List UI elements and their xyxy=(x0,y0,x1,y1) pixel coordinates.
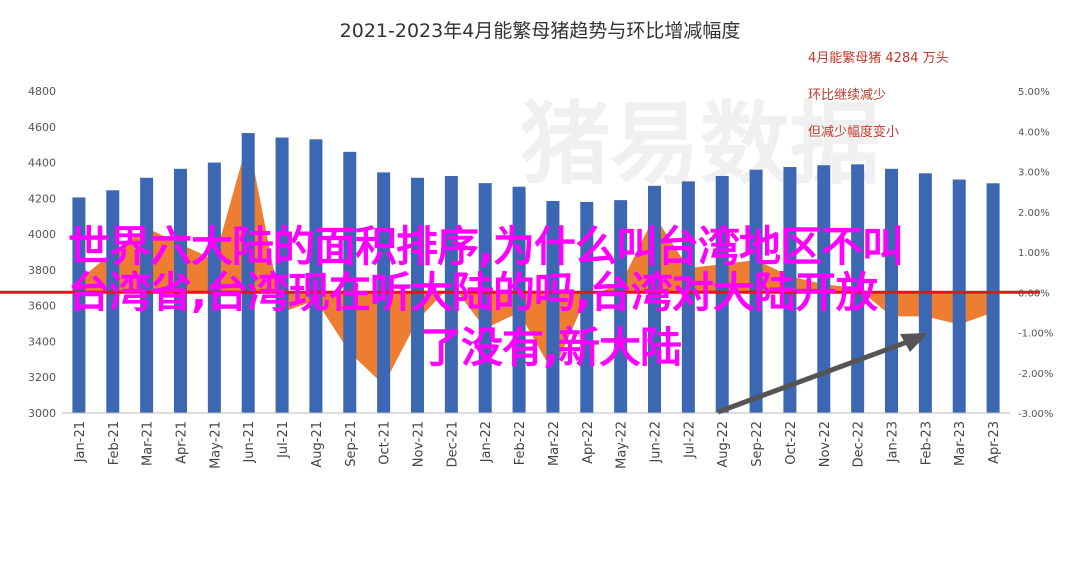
bar xyxy=(580,201,594,413)
bar xyxy=(241,133,255,414)
x-tick: Jun-21 xyxy=(242,421,257,464)
x-tick: Jan-21 xyxy=(73,421,88,463)
y-right-tick: 3.00% xyxy=(1018,168,1050,179)
bar xyxy=(614,200,628,413)
y-left-tick: 3600 xyxy=(28,300,56,313)
x-tick: May-22 xyxy=(615,421,630,469)
bar xyxy=(817,165,831,413)
bar xyxy=(681,181,695,413)
x-tick: Mar-22 xyxy=(547,421,562,466)
x-tick: Feb-21 xyxy=(107,421,122,465)
bar xyxy=(952,179,966,413)
overlay-line-3: 了没有,新大陆 xyxy=(420,323,682,372)
y-left-tick: 4800 xyxy=(28,85,56,98)
bar xyxy=(986,183,1000,413)
y-right-tick: 4.00% xyxy=(1018,127,1050,138)
bar xyxy=(648,185,661,413)
y-right-tick: -2.00% xyxy=(1018,369,1053,380)
annotation: 但减少幅度变小 xyxy=(808,124,899,140)
x-tick: Sep-21 xyxy=(344,421,359,467)
bar xyxy=(207,162,221,413)
y-right-tick: -1.00% xyxy=(1018,329,1053,340)
x-tick: Dec-21 xyxy=(445,421,460,467)
y-left-tick: 3800 xyxy=(28,264,56,277)
y-left-tick: 4200 xyxy=(28,192,56,205)
annotation: 4月能繁母猪 4284 万头 xyxy=(808,50,949,66)
bar xyxy=(106,190,120,413)
x-tick: Mar-21 xyxy=(141,421,156,466)
bar xyxy=(783,167,797,413)
arrow-head xyxy=(900,333,928,352)
overlay-line-1: 世界六大陆的面积排序,为什么叫台湾地区不叫 xyxy=(68,222,904,271)
x-tick: Sep-22 xyxy=(750,421,765,467)
x-tick: May-21 xyxy=(208,421,223,469)
area-series xyxy=(78,139,994,385)
y-left-tick: 4600 xyxy=(28,121,56,134)
x-tick: Nov-22 xyxy=(818,421,833,467)
y-left-tick: 3200 xyxy=(28,371,56,384)
x-tick: Apr-23 xyxy=(987,421,1002,464)
bar xyxy=(546,201,560,413)
x-tick: Oct-21 xyxy=(378,421,393,465)
x-tick: Apr-21 xyxy=(175,421,190,464)
x-tick: Apr-22 xyxy=(581,421,596,464)
bar xyxy=(275,137,289,413)
bar xyxy=(309,139,323,414)
arrow-shaft xyxy=(717,335,919,415)
x-tick: Mar-23 xyxy=(953,421,968,466)
x-tick: Jan-22 xyxy=(479,421,494,463)
bar xyxy=(512,186,526,413)
bar xyxy=(444,175,458,413)
y-left-tick: 4000 xyxy=(28,228,56,241)
bar xyxy=(72,197,86,413)
bar xyxy=(851,164,865,413)
y-left-tick: 3400 xyxy=(28,335,56,348)
x-tick: Feb-23 xyxy=(919,421,934,465)
bar xyxy=(411,177,424,413)
chart-title: 2021-2023年4月能繁母猪趋势与环比增减幅度 xyxy=(340,20,741,42)
overlay-line-2: 台湾省,台湾现在听大陆的吗,台湾对大陆开放 xyxy=(68,268,878,317)
annotation: 环比继续减少 xyxy=(808,88,886,103)
bar xyxy=(715,175,729,413)
y-right-tick: 2.00% xyxy=(1018,208,1050,219)
x-tick: Aug-22 xyxy=(716,421,731,468)
x-tick: Jun-22 xyxy=(649,421,664,464)
x-tick: Jul-22 xyxy=(682,421,697,459)
x-tick: Feb-22 xyxy=(513,421,528,465)
y-left-tick: 3000 xyxy=(28,407,56,420)
x-tick: Nov-21 xyxy=(412,421,427,467)
y-left-tick: 4400 xyxy=(28,157,56,170)
x-tick: Aug-21 xyxy=(310,421,325,468)
x-tick: Jul-21 xyxy=(276,421,291,459)
y-right-tick: -3.00% xyxy=(1018,409,1053,420)
bar xyxy=(343,151,357,414)
x-tick: Dec-22 xyxy=(852,421,867,467)
y-right-tick: 5.00% xyxy=(1018,87,1050,98)
y-right-tick: 1.00% xyxy=(1018,248,1050,259)
bar xyxy=(140,177,154,413)
x-tick: Oct-22 xyxy=(784,421,799,465)
x-tick: Jan-23 xyxy=(886,421,901,463)
bar xyxy=(478,183,492,413)
